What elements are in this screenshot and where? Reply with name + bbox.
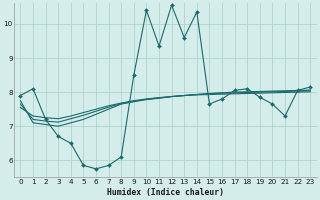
X-axis label: Humidex (Indice chaleur): Humidex (Indice chaleur) [107, 188, 224, 197]
